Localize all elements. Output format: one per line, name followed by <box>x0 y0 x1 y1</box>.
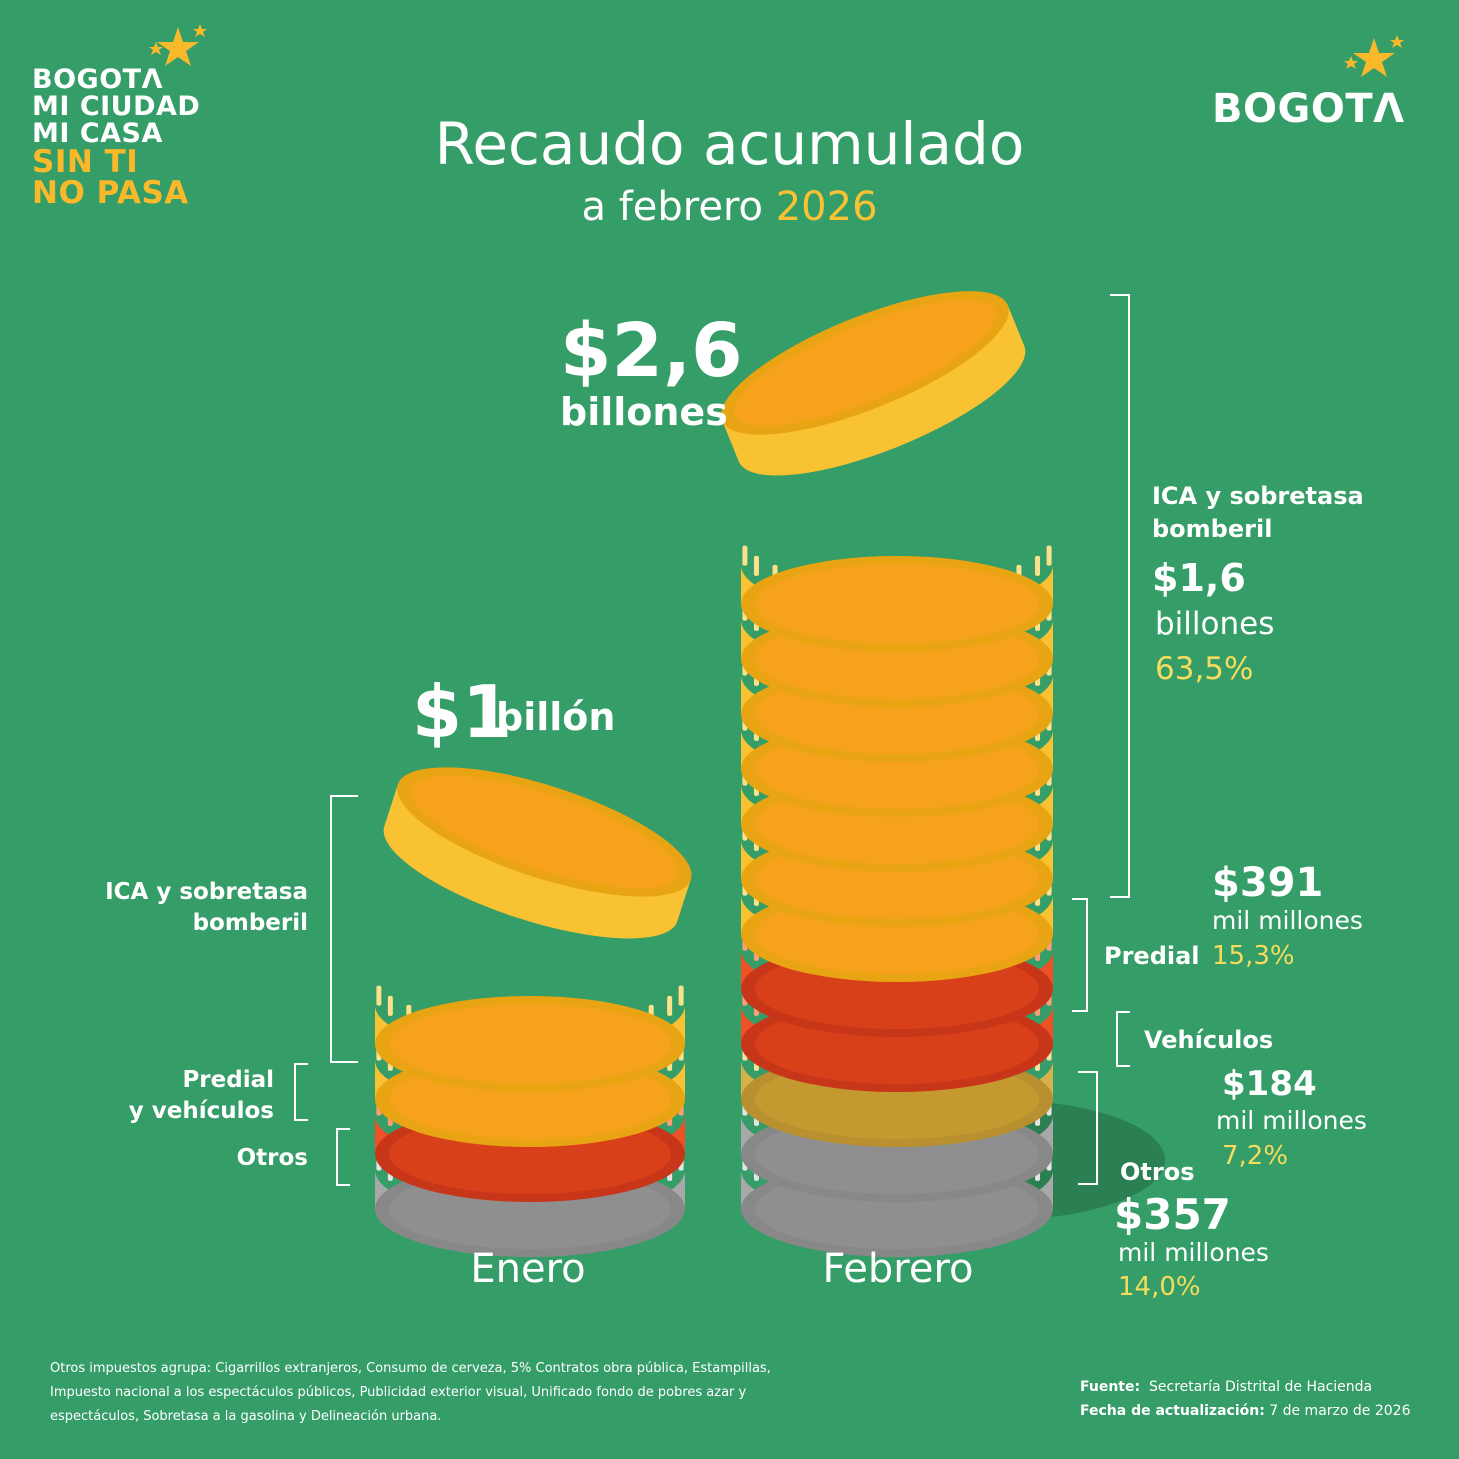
update-date-label: Fecha de actualización: <box>1080 1403 1265 1419</box>
logo-line: BOGOTΛ <box>32 64 163 95</box>
source-value: Secretaría Distrital de Hacienda <box>1149 1379 1373 1395</box>
febrero-ica-coin <box>721 291 1026 476</box>
enero-otros-label: Otros <box>236 1145 308 1171</box>
logo-line: MI CIUDAD <box>32 91 201 122</box>
label-line: bomberil <box>192 910 308 936</box>
label-line: bomberil <box>1152 515 1273 543</box>
update-date-value: 7 de marzo de 2026 <box>1269 1403 1411 1419</box>
label-line: Predial <box>182 1067 274 1093</box>
febrero-otros-name: Otros <box>1120 1158 1195 1186</box>
page-title: Recaudo acumulado <box>434 110 1025 178</box>
enero-ica-bracket <box>330 795 358 1063</box>
enero-ica-label: ICA y sobretasa bomberil <box>60 877 308 939</box>
logo-line: NO PASA <box>32 175 189 211</box>
footnote: Otros impuestos agrupa: Cigarrillos extr… <box>50 1357 850 1429</box>
logo-line: MI CASA <box>32 118 163 149</box>
febrero-predial-bracket <box>1072 898 1088 1012</box>
febrero-ica-unit: billones <box>1155 606 1275 642</box>
enero-predial-bracket <box>294 1063 308 1121</box>
star-icon <box>149 24 207 66</box>
febrero-ica-coin <box>741 545 1053 652</box>
bogota-logo: BOGOTΛ <box>1212 86 1405 132</box>
febrero-ica-name: ICA y sobretasa bomberil <box>1152 480 1364 546</box>
footnote-line: espectáculos, Sobretasa a la gasolina y … <box>50 1409 442 1424</box>
star-icon <box>1344 35 1404 77</box>
category-label-febrero: Febrero <box>822 1246 974 1292</box>
source-info: Fuente: Secretaría Distrital de Hacienda… <box>1080 1375 1410 1423</box>
enero-predial-label: Predial y vehículos <box>60 1065 274 1127</box>
footnote-line: Otros impuestos agrupa: Cigarrillos extr… <box>50 1361 771 1376</box>
febrero-vehiculos-share: 7,2% <box>1222 1141 1289 1171</box>
febrero-predial-amount: $391 <box>1212 860 1324 906</box>
footnote-line: Impuesto nacional a los espectáculos púb… <box>50 1385 747 1400</box>
febrero-predial-unit: mil millones <box>1212 906 1363 935</box>
febrero-otros-amount: $357 <box>1114 1190 1231 1239</box>
febrero-total-unit: billones <box>560 390 728 434</box>
febrero-ica-share: 63,5% <box>1155 651 1254 687</box>
subtitle-year: 2026 <box>775 184 878 230</box>
logo-line: SIN TI <box>32 144 139 180</box>
subtitle-prefix: a febrero <box>581 184 763 230</box>
enero-total-amount: $1 <box>412 670 513 754</box>
campaign-logo: BOGOTΛ MI CIUDAD MI CASA SIN TI NO PASA <box>32 66 200 209</box>
febrero-predial-name: Predial <box>1104 942 1200 970</box>
febrero-otros-unit: mil millones <box>1118 1238 1269 1267</box>
febrero-ica-bracket <box>1110 294 1130 898</box>
febrero-vehiculos-unit: mil millones <box>1216 1106 1367 1135</box>
enero-ica-coin <box>383 767 692 939</box>
category-label-enero: Enero <box>470 1246 586 1292</box>
source-label: Fuente: <box>1080 1379 1141 1395</box>
label-line: ICA y sobretasa <box>1152 482 1364 510</box>
febrero-predial-share: 15,3% <box>1212 941 1295 971</box>
enero-total-unit: billón <box>496 695 616 739</box>
enero-otros-bracket <box>336 1128 350 1186</box>
page-subtitle: a febrero 2026 <box>0 184 1459 230</box>
febrero-vehiculos-amount: $184 <box>1222 1064 1317 1104</box>
febrero-ica-amount: $1,6 <box>1152 556 1246 600</box>
febrero-otros-bracket <box>1078 1071 1098 1185</box>
febrero-total-amount: $2,6 <box>560 308 743 394</box>
febrero-otros-share: 14,0% <box>1118 1272 1201 1302</box>
label-line: ICA y sobretasa <box>105 879 308 905</box>
febrero-vehiculos-name: Vehículos <box>1144 1026 1274 1054</box>
febrero-vehiculos-bracket <box>1116 1011 1130 1067</box>
label-line: y vehículos <box>128 1098 274 1124</box>
enero-ica-coin <box>375 985 685 1092</box>
